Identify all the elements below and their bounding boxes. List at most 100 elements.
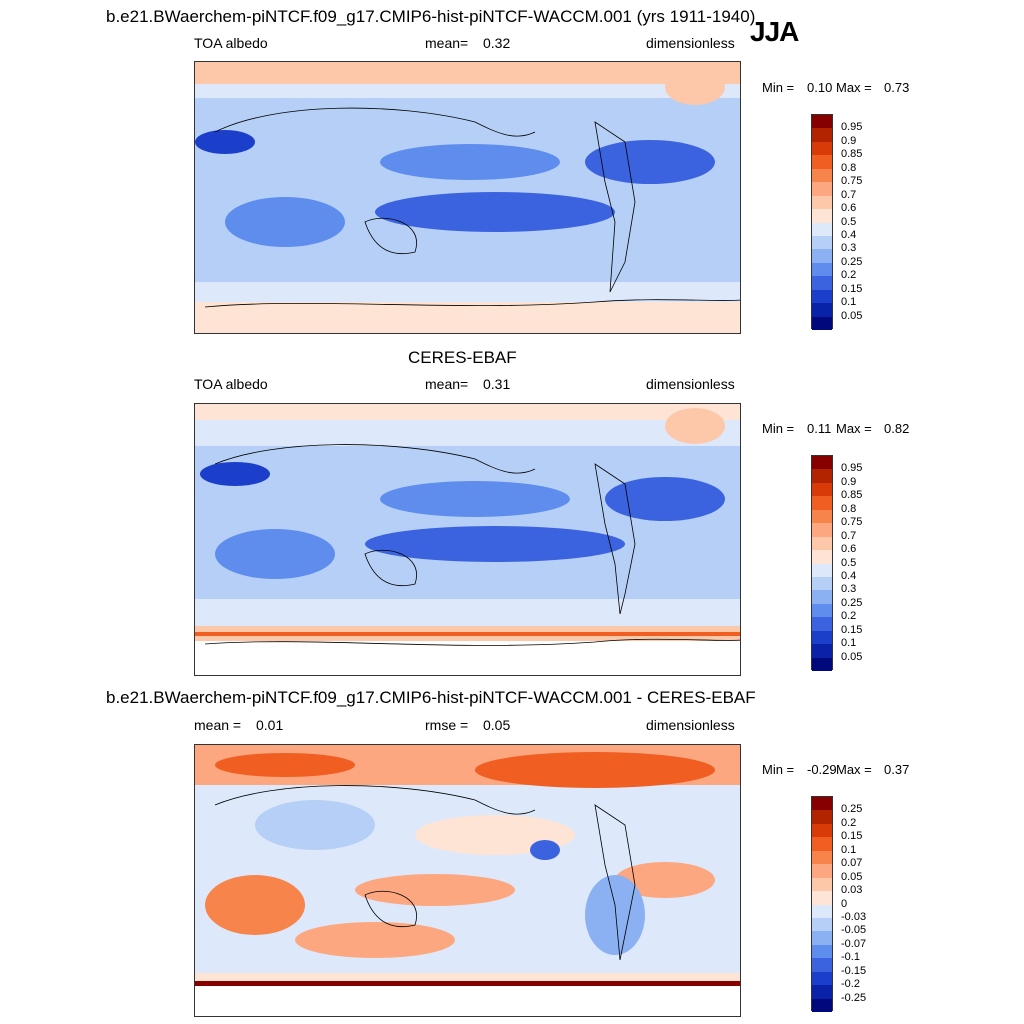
colorbar-swatch <box>812 249 832 263</box>
colorbar-swatch <box>812 576 832 591</box>
colorbar-tick-label: 0.1 <box>841 296 857 309</box>
figure-title: b.e21.BWaerchem-piNTCF.f09_g17.CMIP6-his… <box>106 7 756 26</box>
colorbar-swatch <box>812 536 832 551</box>
panel3-min-value: -0.29 <box>807 762 837 777</box>
colorbar-swatch <box>812 289 832 304</box>
colorbar-tick-label: -0.05 <box>841 924 867 937</box>
colorbar-swatch <box>812 630 832 645</box>
panel2-variable: TOA albedo <box>194 376 268 392</box>
panel1-map <box>194 61 741 334</box>
colorbar-swatch <box>812 864 832 878</box>
panel2-colorbar <box>811 455 833 671</box>
colorbar-swatch <box>812 797 832 811</box>
colorbar-tick-label: 0.3 <box>841 242 857 255</box>
colorbar-swatch <box>812 550 832 564</box>
panel2-mean-value: 0.31 <box>483 376 511 392</box>
colorbar-swatch <box>812 222 832 236</box>
panel2-max-value: 0.82 <box>884 421 910 436</box>
colorbar-tick-label: 0 <box>841 897 848 910</box>
colorbar-swatch <box>812 850 832 865</box>
colorbar-swatch <box>812 810 832 824</box>
colorbar-swatch <box>812 563 832 577</box>
panel2-units: dimensionless <box>646 376 735 392</box>
colorbar-swatch <box>812 971 832 986</box>
panel3-rmse-label: rmse = <box>425 717 469 733</box>
colorbar-swatch <box>812 644 832 658</box>
colorbar-swatch <box>812 917 832 932</box>
colorbar-tick-label: 0.95 <box>841 121 863 134</box>
colorbar-tick-label: 0.25 <box>841 803 863 816</box>
colorbar-swatch <box>812 904 832 918</box>
panel3-min-label: Min = <box>762 762 795 777</box>
colorbar-tick-label: 0.9 <box>841 134 857 147</box>
colorbar-tick-label: 0.85 <box>841 489 863 502</box>
panel2-mean-label: mean= <box>425 376 469 392</box>
panel3-max-label: Max = <box>836 762 872 777</box>
colorbar-tick-label: 0.5 <box>841 215 857 228</box>
colorbar-tick-label: 0.9 <box>841 475 857 488</box>
colorbar-swatch <box>812 303 832 317</box>
colorbar-swatch <box>812 823 832 838</box>
colorbar-tick-label: 0.7 <box>841 529 857 542</box>
colorbar-tick-label: -0.25 <box>841 991 867 1004</box>
colorbar-tick-label: 0.03 <box>841 884 863 897</box>
panel3-colorbar <box>811 796 833 1012</box>
colorbar-swatch <box>812 195 832 210</box>
colorbar-swatch <box>812 590 832 604</box>
colorbar-swatch <box>812 456 832 470</box>
colorbar-swatch <box>812 155 832 169</box>
colorbar-swatch <box>812 509 832 524</box>
colorbar-swatch <box>812 944 832 959</box>
panel3-map-svg <box>195 745 740 1016</box>
colorbar-swatch <box>812 482 832 497</box>
panel3-mean-label: mean = <box>194 717 242 733</box>
colorbar-swatch <box>812 496 832 510</box>
colorbar-tick-label: 0.15 <box>841 830 863 843</box>
colorbar-swatch <box>812 523 832 537</box>
colorbar-swatch <box>812 115 832 129</box>
colorbar-swatch <box>812 141 832 156</box>
colorbar-tick-label: 0.4 <box>841 228 857 241</box>
colorbar-swatch <box>812 235 832 250</box>
panel1-mean-value: 0.32 <box>483 35 511 51</box>
panel1-units: dimensionless <box>646 35 735 51</box>
panel2-min-label: Min = <box>762 421 795 436</box>
colorbar-swatch <box>812 603 832 618</box>
colorbar-tick-label: 0.07 <box>841 857 863 870</box>
colorbar-tick-label: -0.1 <box>841 951 860 964</box>
colorbar-swatch <box>812 469 832 483</box>
colorbar-tick-label: -0.2 <box>841 978 860 991</box>
colorbar-tick-label: 0.75 <box>841 516 863 529</box>
panel3-title: b.e21.BWaerchem-piNTCF.f09_g17.CMIP6-his… <box>106 688 756 707</box>
colorbar-tick-label: 0.15 <box>841 282 863 295</box>
panel1-min-label: Min = <box>762 80 795 95</box>
colorbar-swatch <box>812 657 832 671</box>
colorbar-tick-label: 0.2 <box>841 816 857 829</box>
colorbar-swatch <box>812 276 832 290</box>
panel2-max-label: Max = <box>836 421 872 436</box>
colorbar-swatch <box>812 182 832 196</box>
colorbar-tick-label: 0.8 <box>841 161 857 174</box>
colorbar-tick-label: 0.6 <box>841 202 857 215</box>
colorbar-swatch <box>812 958 832 972</box>
colorbar-tick-label: 0.85 <box>841 148 863 161</box>
panel3-mean-value: 0.01 <box>256 717 284 733</box>
colorbar-tick-label: 0.7 <box>841 188 857 201</box>
colorbar-tick-label: 0.5 <box>841 556 857 569</box>
colorbar-swatch <box>812 316 832 330</box>
panel1-map-svg <box>195 62 740 333</box>
colorbar-tick-label: -0.07 <box>841 937 867 950</box>
season-label: JJA <box>750 16 799 47</box>
colorbar-swatch <box>812 931 832 945</box>
panel1-max-value: 0.73 <box>884 80 910 95</box>
colorbar-tick-label: 0.95 <box>841 462 863 475</box>
colorbar-tick-label: 0.05 <box>841 650 863 663</box>
colorbar-tick-label: 0.4 <box>841 569 857 582</box>
colorbar-swatch <box>812 877 832 892</box>
colorbar-swatch <box>812 168 832 183</box>
colorbar-tick-label: 0.05 <box>841 309 863 322</box>
colorbar-tick-label: 0.1 <box>841 843 857 856</box>
panel3-map <box>194 744 741 1017</box>
colorbar-tick-label: 0.3 <box>841 583 857 596</box>
colorbar-swatch <box>812 617 832 631</box>
